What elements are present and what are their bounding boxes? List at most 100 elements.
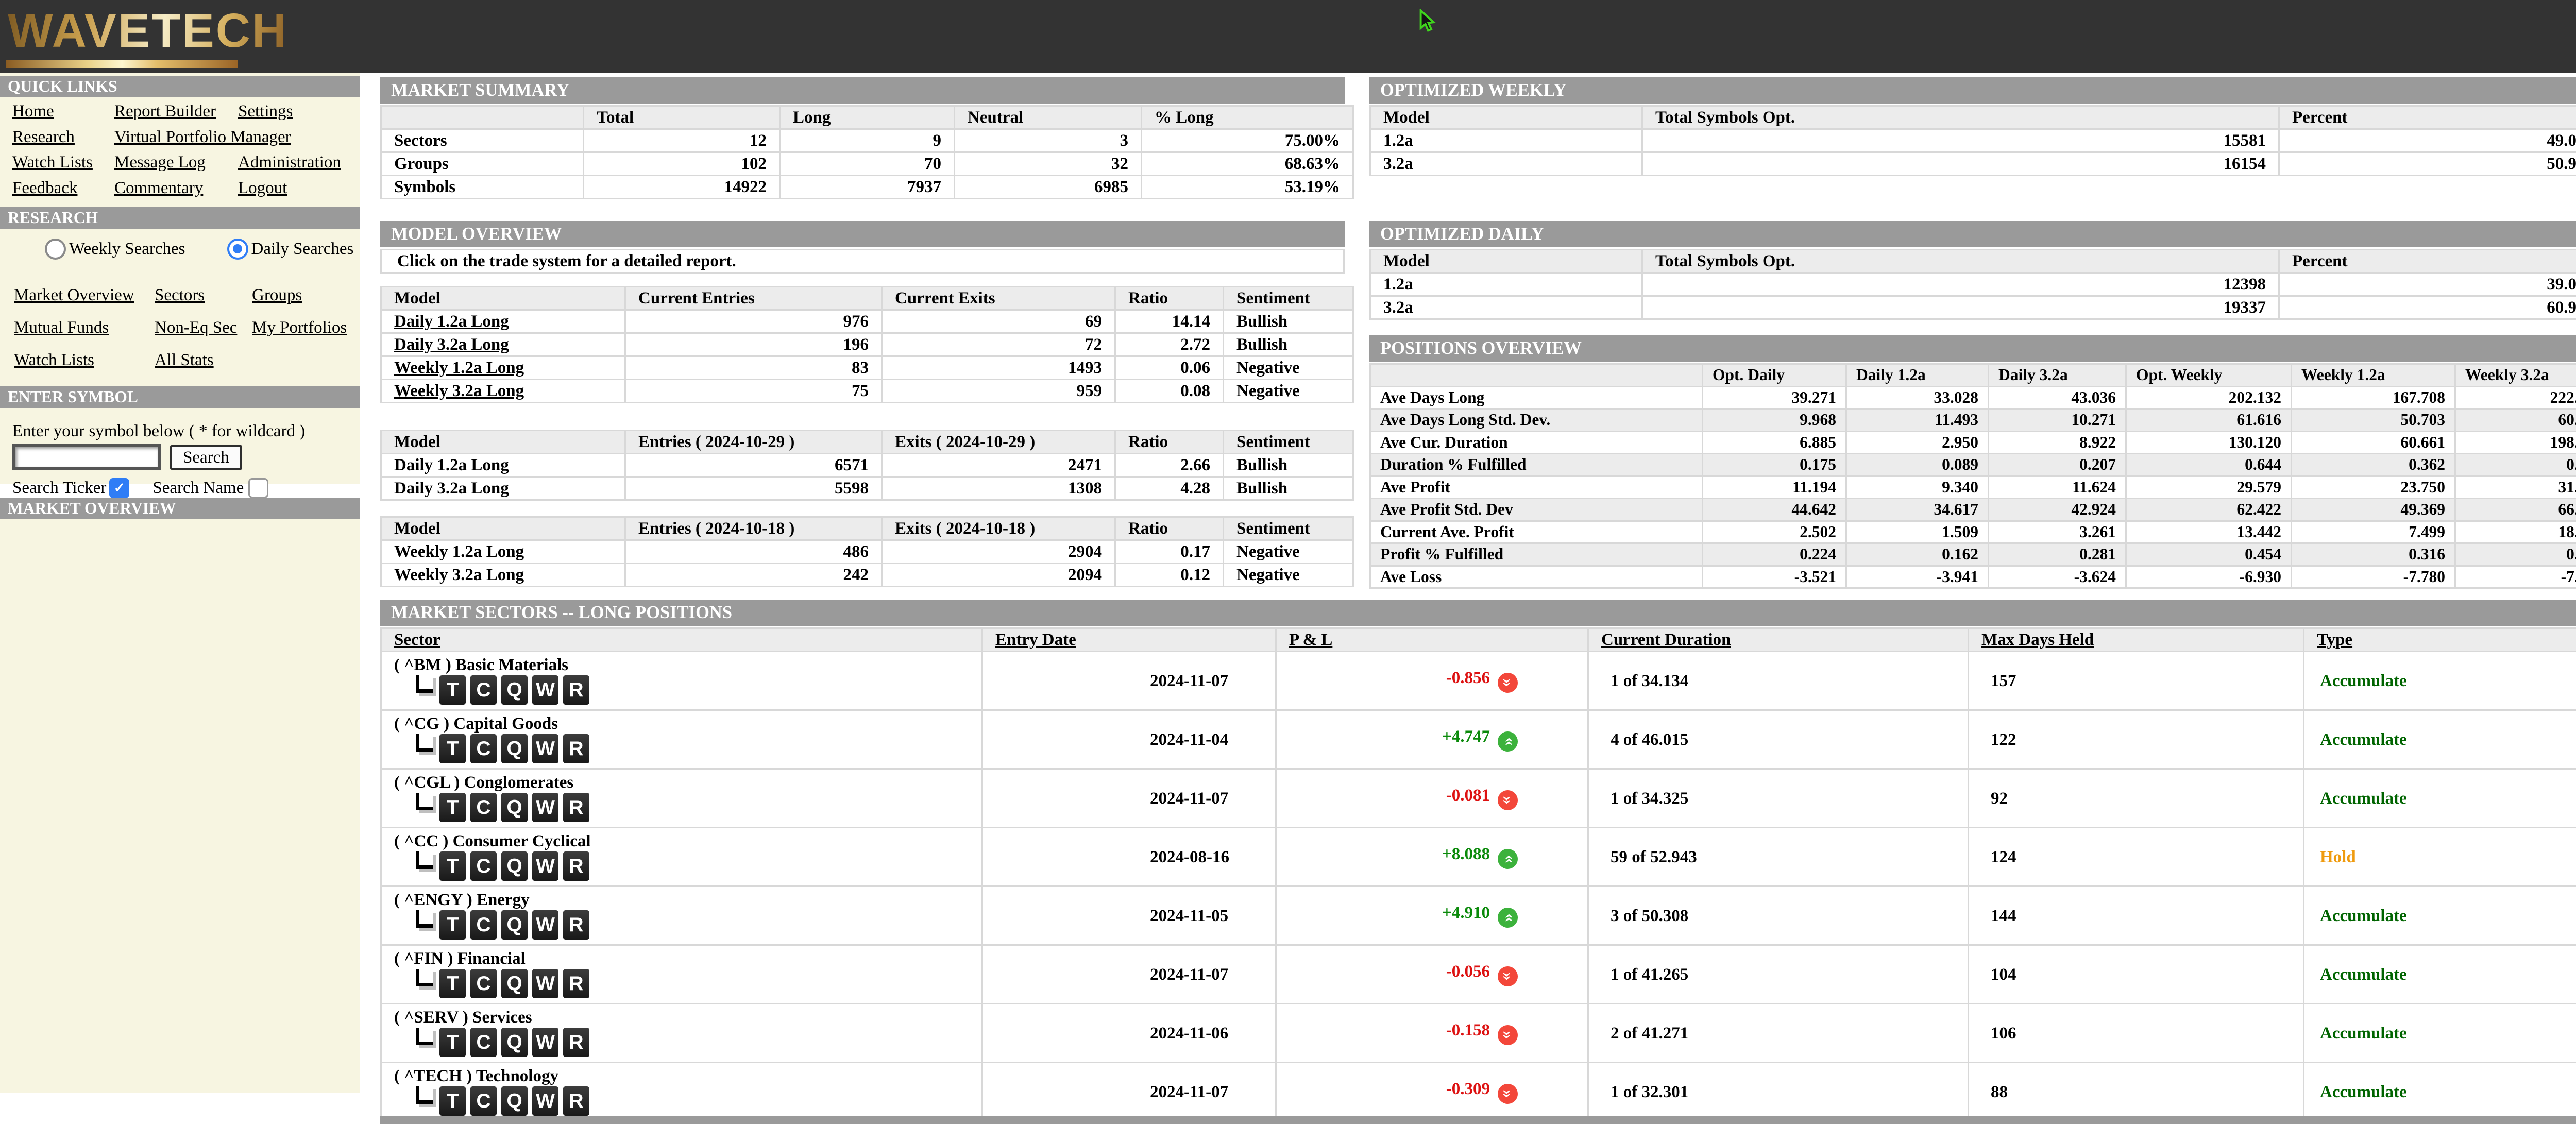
quote-icon[interactable]: Q	[501, 851, 528, 881]
trade-icon[interactable]: T	[439, 1086, 466, 1116]
col-current-duration-link[interactable]: Current Duration	[1601, 631, 1731, 649]
model-name: Daily 3.2a Long	[382, 478, 624, 499]
quote-icon[interactable]: Q	[501, 675, 528, 705]
watch-icon[interactable]: W	[532, 793, 558, 822]
report-icon[interactable]: R	[563, 851, 589, 881]
row-label: Duration % Fulfilled	[1371, 454, 1702, 475]
sidebar-item-commentary[interactable]: Commentary	[114, 178, 204, 197]
pnl-value: -0.158	[1446, 1021, 1490, 1040]
quote-icon[interactable]: Q	[501, 734, 528, 763]
quote-icon[interactable]: Q	[501, 793, 528, 822]
col-type-link[interactable]: Type	[2317, 631, 2353, 649]
col-entry-date-link[interactable]: Entry Date	[995, 631, 1076, 649]
search-button[interactable]: Search	[170, 445, 242, 470]
research-item-sectors[interactable]: Sectors	[155, 286, 205, 304]
sidebar-item-message-log[interactable]: Message Log	[114, 153, 206, 172]
daily-searches-label: Daily Searches	[251, 239, 354, 258]
trade-icon[interactable]: T	[439, 793, 466, 822]
tree-elbow-icon	[416, 792, 433, 810]
cell: 196	[626, 334, 881, 355]
sidebar-item-research[interactable]: Research	[12, 127, 75, 146]
weekly-searches-radio[interactable]	[45, 238, 66, 260]
trade-icon[interactable]: T	[439, 1028, 466, 1057]
research-item-mutual-funds[interactable]: Mutual Funds	[14, 318, 109, 337]
trade-icon[interactable]: T	[439, 851, 466, 881]
sidebar-item-home[interactable]: Home	[12, 102, 54, 121]
quote-icon[interactable]: Q	[501, 1028, 528, 1057]
sidebar-item-logout[interactable]: Logout	[238, 178, 287, 197]
daily-searches-radio[interactable]	[227, 238, 248, 260]
research-item-non-eq-sec[interactable]: Non-Eq Sec	[155, 318, 238, 337]
research-item-my-portfolios[interactable]: My Portfolios	[252, 318, 347, 337]
report-icon[interactable]: R	[563, 675, 589, 705]
research-item-watch-lists[interactable]: Watch Lists	[14, 351, 94, 369]
model-link[interactable]: Weekly 3.2a Long	[394, 382, 524, 400]
model-link[interactable]: Daily 1.2a Long	[394, 312, 509, 331]
model-daily-history-section: Model Entries ( 2024-10-29 ) Exits ( 202…	[380, 428, 1354, 501]
report-icon[interactable]: R	[563, 1086, 589, 1116]
chart-icon[interactable]: C	[470, 969, 497, 998]
col-weekly-12a: Weekly 1.2a	[2292, 365, 2454, 386]
sidebar-item-report-builder[interactable]: Report Builder	[114, 102, 216, 121]
entry-date: 2024-11-07	[983, 946, 1275, 1003]
chart-icon[interactable]: C	[470, 1028, 497, 1057]
trade-icon[interactable]: T	[439, 734, 466, 763]
chart-icon[interactable]: C	[470, 910, 497, 940]
watch-icon[interactable]: W	[532, 910, 558, 940]
chart-icon[interactable]: C	[470, 675, 497, 705]
current-duration: 2 of 41.271	[1589, 1004, 1968, 1062]
search-name-checkbox[interactable]	[248, 478, 269, 498]
sidebar-item-virtual-portfolio-manager[interactable]: Virtual Portfolio Manager	[114, 127, 291, 146]
cell: 5598	[626, 478, 881, 499]
trade-icon[interactable]: T	[439, 969, 466, 998]
watch-icon[interactable]: W	[532, 851, 558, 881]
col-ratio: Ratio	[1116, 431, 1223, 453]
chart-icon[interactable]: C	[470, 793, 497, 822]
search-ticker-checkbox[interactable]: ✓	[109, 478, 130, 498]
col-sector-link[interactable]: Sector	[394, 631, 440, 649]
col-max-days-held-link[interactable]: Max Days Held	[1981, 631, 2094, 649]
watch-icon[interactable]: W	[532, 969, 558, 998]
sidebar-item-watch-lists[interactable]: Watch Lists	[12, 153, 93, 172]
table-row: 3.2a 16154 50.903	[1371, 153, 2576, 175]
market-summary-table: Total Long Neutral % Long Sectors 12 9 3…	[380, 105, 1354, 199]
research-item-groups[interactable]: Groups	[252, 286, 302, 304]
quote-icon[interactable]: Q	[501, 1086, 528, 1116]
research-item-market-overview[interactable]: Market Overview	[14, 286, 134, 304]
chart-icon[interactable]: C	[470, 1086, 497, 1116]
trade-icon[interactable]: T	[439, 910, 466, 940]
trade-icon[interactable]: T	[439, 675, 466, 705]
sidebar-item-settings[interactable]: Settings	[238, 102, 293, 121]
col-entries-date: Entries ( 2024-10-29 )	[626, 431, 881, 453]
cell: 19337	[1643, 297, 2278, 318]
col-pnl-link[interactable]: P & L	[1289, 631, 1333, 649]
search-name-label: Search Name	[152, 479, 244, 497]
quote-icon[interactable]: Q	[501, 969, 528, 998]
market-overview-sidebar-header: MARKET OVERVIEW	[0, 498, 360, 519]
watch-icon[interactable]: W	[532, 1086, 558, 1116]
chart-icon[interactable]: C	[470, 734, 497, 763]
model-current-table: Model Current Entries Current Exits Rati…	[380, 286, 1354, 403]
report-icon[interactable]: R	[563, 1028, 589, 1057]
report-icon[interactable]: R	[563, 969, 589, 998]
model-link[interactable]: Weekly 1.2a Long	[394, 359, 524, 377]
report-icon[interactable]: R	[563, 910, 589, 940]
col-sentiment: Sentiment	[1224, 518, 1352, 539]
cell: 976	[626, 311, 881, 332]
quote-icon[interactable]: Q	[501, 910, 528, 940]
report-icon[interactable]: R	[563, 793, 589, 822]
research-item-all-stats[interactable]: All Stats	[155, 351, 214, 369]
model-link[interactable]: Daily 3.2a Long	[394, 335, 509, 354]
watch-icon[interactable]: W	[532, 734, 558, 763]
report-icon[interactable]: R	[563, 734, 589, 763]
col-model: Model	[382, 518, 624, 539]
sidebar-item-feedback[interactable]: Feedback	[12, 178, 78, 197]
positions-overview-header: POSITIONS OVERVIEW	[1369, 335, 2576, 362]
chart-icon[interactable]: C	[470, 851, 497, 881]
max-days-held: 122	[1969, 711, 2303, 768]
watch-icon[interactable]: W	[532, 1028, 558, 1057]
symbol-input[interactable]	[12, 444, 161, 470]
watch-icon[interactable]: W	[532, 675, 558, 705]
sidebar-item-administration[interactable]: Administration	[238, 153, 341, 172]
